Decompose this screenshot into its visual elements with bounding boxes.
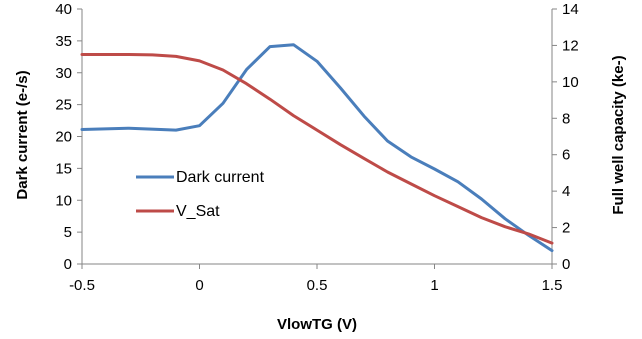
y-right-tick-label: 6	[562, 147, 570, 164]
x-tick-label: 1.5	[542, 277, 563, 294]
x-axis-title: VlowTG (V)	[277, 316, 357, 333]
y-left-tick-label: 0	[64, 256, 72, 273]
x-tick-label: 0.5	[307, 277, 328, 294]
series-line-dark-current	[80, 43, 554, 253]
legend-label-dark-current: Dark current	[176, 169, 265, 186]
y-right-tick-label: 0	[562, 256, 570, 273]
y-right-tick-label: 14	[562, 1, 579, 18]
y-left-tick-label: 15	[55, 160, 72, 177]
y-left-tick-label: 30	[55, 65, 72, 82]
series-line-v-sat	[80, 53, 554, 245]
series-layer	[80, 43, 554, 253]
y-left-tick-label: 25	[55, 97, 72, 114]
y-right-tick-label: 12	[562, 37, 579, 54]
y-right-tick-label: 8	[562, 110, 570, 127]
y-left-tick-label: 10	[55, 192, 72, 209]
y-right-tick-label: 2	[562, 220, 570, 237]
y-left-tick-label: 35	[55, 33, 72, 50]
y-right-tick-label: 4	[562, 183, 570, 200]
x-tick-label: 0	[195, 277, 203, 294]
axes	[77, 8, 557, 269]
legend: Dark current V_Sat	[136, 169, 265, 220]
y-axis-left-title: Dark current (e-/s)	[14, 70, 31, 199]
y-left-tick-label: 5	[64, 224, 72, 241]
y-left-tick-label: 40	[55, 1, 72, 18]
x-tick-label: -0.5	[69, 277, 95, 294]
y-axis-right-title: Full well capacity (ke-)	[610, 55, 627, 214]
y-left-tick-label: 20	[55, 129, 72, 146]
x-tick-label: 1	[430, 277, 438, 294]
y-right-tick-label: 10	[562, 74, 579, 91]
legend-label-v-sat: V_Sat	[176, 203, 220, 220]
tick-layer: -0.5 0 0.5 1 1.5 0 5 10 15 20 25 30 35 40 0 2 4 6 8 10 12 14	[55, 1, 578, 294]
